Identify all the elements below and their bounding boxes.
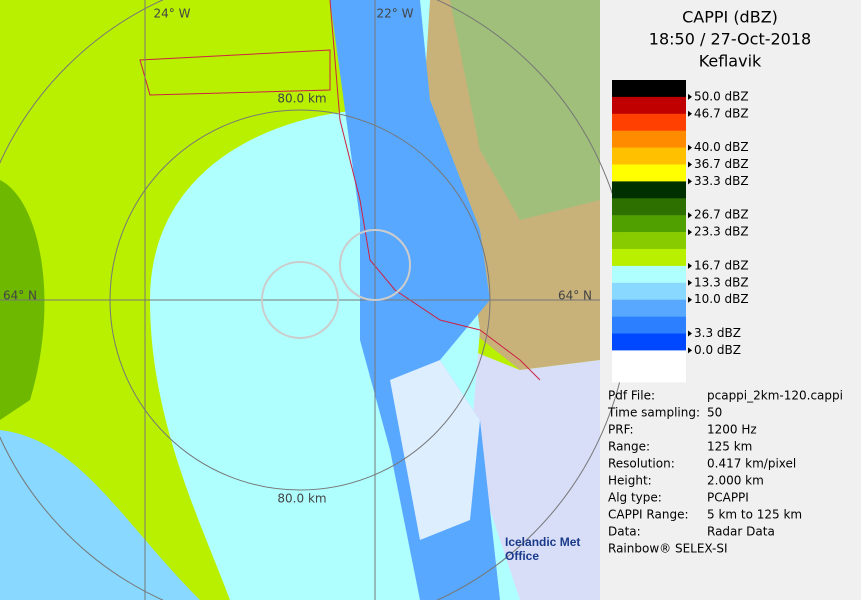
- legend-pointer: [688, 229, 692, 236]
- legend-label: 50.0 dBZ: [694, 89, 749, 103]
- legend-label: 26.7 dBZ: [694, 208, 749, 222]
- land-green: [450, 0, 600, 220]
- radar-ring: [261, 261, 339, 339]
- legend-pointer: [688, 347, 692, 354]
- info-value: 0.417 km/pixel: [707, 457, 796, 471]
- info-value: Radar Data: [707, 525, 775, 539]
- info-value: 2.000 km: [707, 474, 764, 488]
- legend-swatch: [612, 350, 686, 383]
- legend-swatch: [612, 232, 686, 250]
- map-label: 64° N: [3, 289, 37, 303]
- logo: Icelandic Met Office: [505, 535, 581, 563]
- footer: Rainbow® SELEX-SI: [608, 542, 728, 556]
- info-key: Pdf File:: [608, 389, 655, 403]
- info-value: pcappi_2km-120.cappi: [707, 389, 843, 403]
- legend: 50.0 dBZ 46.7 dBZ 40.0 dBZ 36.7 dBZ 33.3 dBZ…: [612, 80, 749, 383]
- map-label: 24° W: [154, 7, 191, 21]
- legend-swatch: [612, 299, 686, 317]
- legend-pointer: [688, 161, 692, 168]
- legend-label: 13.3 dBZ: [694, 275, 749, 289]
- map-label: 64° N: [558, 289, 592, 303]
- legend-pointer: [688, 212, 692, 219]
- legend-label: 23.3 dBZ: [694, 225, 749, 239]
- legend-label: 3.3 dBZ: [694, 326, 741, 340]
- product-title: CAPPI (dBZ): [682, 8, 778, 27]
- legend-pointer: [688, 178, 692, 185]
- legend-label: 33.3 dBZ: [694, 174, 749, 188]
- map-label: 80.0 km: [277, 492, 326, 506]
- info-value: 5 km to 125 km: [707, 508, 802, 522]
- legend-swatch: [612, 333, 686, 351]
- legend-label: 10.0 dBZ: [694, 292, 749, 306]
- info-key: PRF:: [608, 423, 634, 437]
- legend-swatch: [612, 265, 686, 284]
- info-key: Alg type:: [608, 491, 662, 505]
- product-time: 18:50 / 27-Oct-2018: [649, 30, 811, 49]
- legend-swatch: [612, 80, 686, 98]
- legend-pointer: [688, 93, 692, 100]
- legend-swatch: [612, 113, 686, 131]
- info-value: 125 km: [707, 440, 752, 454]
- legend-pointer: [688, 110, 692, 117]
- legend-pointer: [688, 330, 692, 337]
- coastline: [329, 0, 541, 381]
- legend-swatch: [612, 130, 686, 148]
- legend-swatch: [612, 282, 686, 300]
- info-key: Data:: [608, 525, 641, 539]
- info-value: 1200 Hz: [707, 423, 757, 437]
- info-key: Resolution:: [608, 457, 675, 471]
- product-site: Keflavik: [699, 52, 762, 71]
- radar-ring: [339, 229, 411, 301]
- legend-swatch: [612, 147, 686, 165]
- info-key: Height:: [608, 474, 652, 488]
- info-key: Range:: [608, 440, 650, 454]
- legend-swatch: [612, 164, 686, 182]
- legend-label: 46.7 dBZ: [694, 106, 749, 120]
- legend-label: 36.7 dBZ: [694, 157, 749, 171]
- logo-text: Icelandic Met Office: [505, 535, 581, 563]
- legend-swatch: [612, 316, 686, 334]
- coastline: [139, 49, 331, 96]
- map-label: 22° W: [377, 7, 414, 21]
- legend-swatch: [612, 96, 686, 115]
- echo-clear: [390, 360, 480, 540]
- info-value: 50: [707, 406, 722, 420]
- echo-blue: [0, 430, 200, 600]
- map-label: 80.0 km: [277, 92, 326, 106]
- radar-map: 24° W 22° W 80.0 km 64° N 80.0 km 64° N …: [0, 0, 631, 604]
- legend-swatch: [612, 215, 686, 233]
- legend-swatch: [612, 249, 686, 267]
- legend-label: 40.0 dBZ: [694, 140, 749, 154]
- legend-pointer: [688, 262, 692, 269]
- legend-swatch: [612, 181, 686, 199]
- legend-pointer: [688, 279, 692, 286]
- legend-label: 0.0 dBZ: [694, 343, 741, 357]
- info-key: Time sampling:: [607, 406, 700, 420]
- info-table: Pdf File: pcappi_2km-120.cappi Time sampli…: [607, 389, 843, 539]
- info-key: CAPPI Range:: [608, 508, 689, 522]
- legend-label: 16.7 dBZ: [694, 258, 749, 272]
- info-value: PCAPPI: [707, 491, 749, 505]
- legend-pointer: [688, 296, 692, 303]
- legend-pointer: [688, 144, 692, 151]
- legend-swatch: [612, 198, 686, 216]
